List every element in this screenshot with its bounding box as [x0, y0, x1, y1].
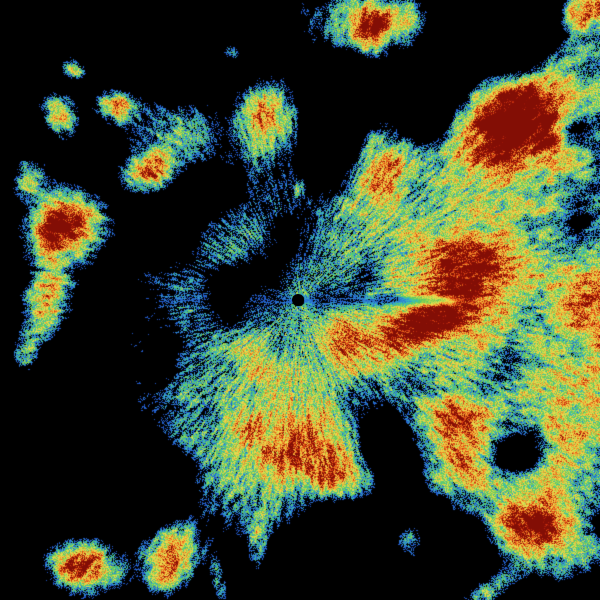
- radar-display: [0, 0, 600, 600]
- radar-reflectivity-canvas: [0, 0, 600, 600]
